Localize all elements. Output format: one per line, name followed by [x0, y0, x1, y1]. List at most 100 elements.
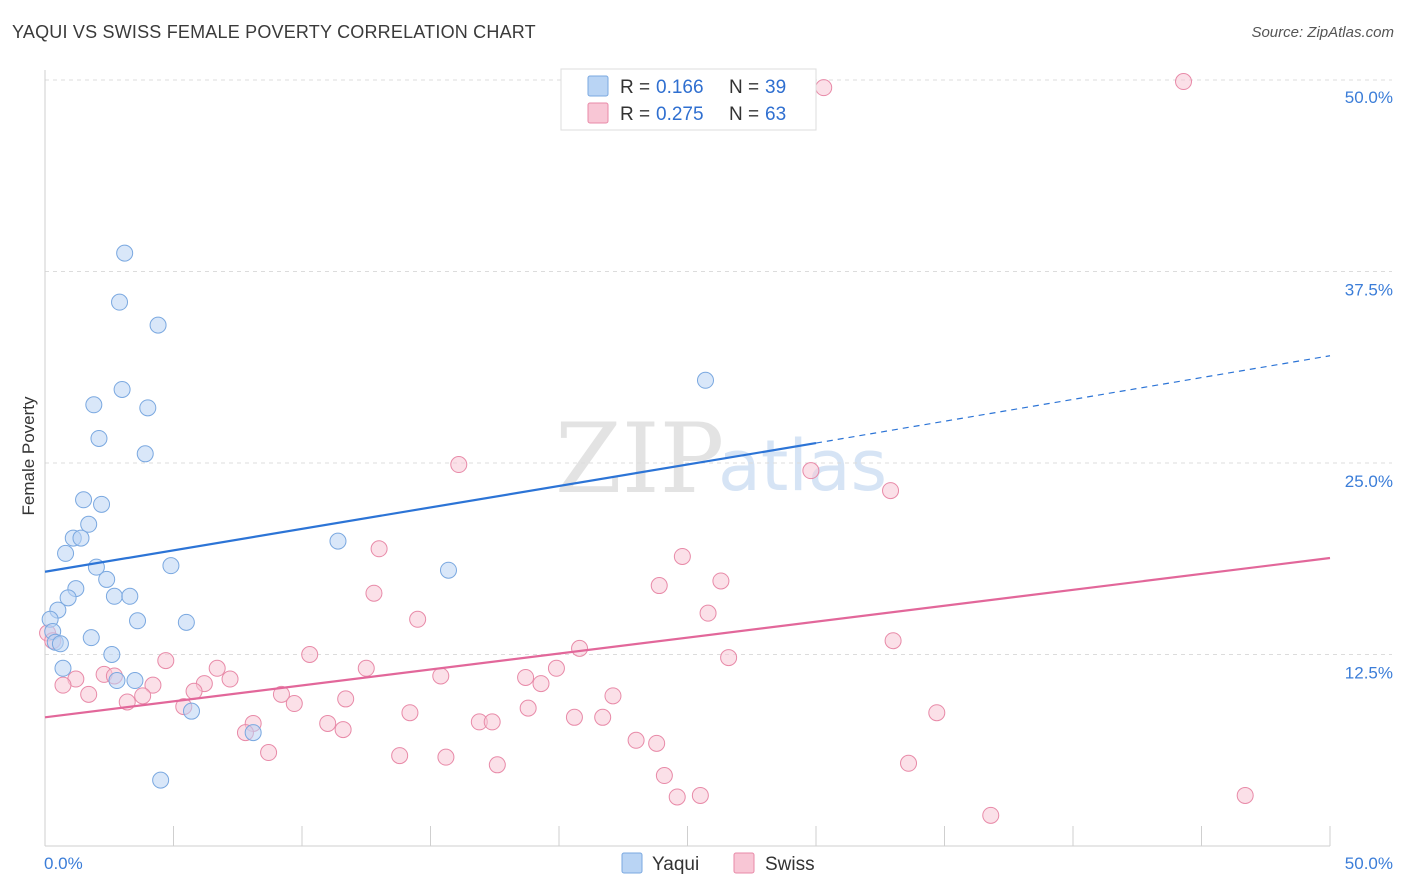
- yaqui-point: [126, 672, 144, 690]
- trend-lines: [44, 355, 1331, 719]
- x-ticks: [44, 826, 1331, 846]
- stats-legend: R = 0.166 N = 39 R = 0.275 N = 63: [560, 68, 817, 131]
- swiss-point: [483, 713, 501, 731]
- swiss-legend-label: Swiss: [765, 854, 815, 875]
- yaqui-point: [93, 495, 111, 513]
- swiss-point: [627, 731, 645, 749]
- yaqui-legend-swatch: [587, 75, 609, 97]
- yaqui-point: [85, 396, 103, 414]
- swiss-point: [285, 695, 303, 713]
- yaqui-r-label: R =: [620, 77, 650, 98]
- yaqui-point: [57, 544, 75, 562]
- yaqui-point: [82, 629, 100, 647]
- yaqui-point: [98, 570, 116, 588]
- swiss-point: [802, 462, 820, 480]
- swiss-point: [517, 668, 535, 686]
- swiss-point: [547, 659, 565, 677]
- yaqui-point: [182, 702, 200, 720]
- swiss-point: [488, 756, 506, 774]
- yaqui-point: [439, 561, 457, 579]
- swiss-point: [982, 806, 1000, 824]
- yaqui-point: [129, 612, 147, 630]
- yaqui-point: [51, 635, 69, 653]
- swiss-point: [134, 687, 152, 705]
- swiss-point: [437, 748, 455, 766]
- swiss-point: [691, 786, 709, 804]
- yaqui-point: [72, 529, 90, 547]
- swiss-point: [655, 767, 673, 785]
- swiss-point: [882, 482, 900, 500]
- swiss-point: [208, 659, 226, 677]
- swiss-point: [144, 676, 162, 694]
- swiss-point: [519, 699, 537, 717]
- swiss-series: [39, 73, 1254, 824]
- yaqui-point: [103, 646, 121, 663]
- swiss-point: [272, 685, 290, 703]
- yaqui-point: [113, 380, 131, 398]
- yaqui-point: [54, 659, 72, 677]
- swiss-point: [712, 572, 730, 590]
- yaqui-point: [111, 293, 129, 311]
- swiss-point: [157, 652, 175, 670]
- yaqui-point: [59, 589, 77, 607]
- swiss-point: [1236, 786, 1254, 804]
- swiss-point: [365, 584, 383, 602]
- swiss-point: [260, 744, 278, 762]
- swiss-point: [185, 682, 203, 700]
- swiss-legend-swatch: [587, 102, 609, 124]
- y-tick-label: 50.0%: [1345, 88, 1393, 107]
- yaqui-point: [177, 613, 195, 631]
- yaqui-point: [121, 587, 139, 605]
- swiss-point: [532, 675, 550, 693]
- swiss-point: [565, 708, 583, 726]
- yaqui-series: [41, 244, 714, 789]
- watermark-atlas: atlas: [718, 425, 887, 507]
- chart-title: YAQUI VS SWISS FEMALE POVERTY CORRELATIO…: [12, 22, 536, 42]
- swiss-point: [648, 734, 666, 752]
- swiss-bottom-swatch: [733, 852, 755, 874]
- y-axis-label: Female Poverty: [19, 396, 38, 516]
- series-legend: Yaqui Swiss: [621, 852, 815, 875]
- yaqui-point: [90, 429, 108, 447]
- x-tick-label-min: 0.0%: [44, 854, 83, 873]
- yaqui-point: [116, 244, 134, 262]
- yaqui-point: [152, 771, 170, 789]
- swiss-n-value: 63: [765, 104, 786, 125]
- y-tick-label: 37.5%: [1345, 281, 1393, 300]
- yaqui-point: [108, 672, 126, 690]
- yaqui-point: [80, 515, 98, 533]
- yaqui-legend-label: Yaqui: [652, 854, 699, 875]
- swiss-point: [401, 704, 419, 722]
- swiss-point: [1175, 73, 1193, 91]
- yaqui-point: [329, 532, 347, 550]
- swiss-point: [301, 646, 319, 663]
- y-tick-labels: 12.5% 25.0% 37.5% 50.0%: [1345, 88, 1393, 683]
- gridlines: [45, 79, 1392, 655]
- swiss-point: [221, 670, 239, 688]
- swiss-point: [571, 639, 589, 657]
- swiss-point: [391, 747, 409, 765]
- swiss-point: [594, 708, 612, 726]
- chart-source: Source: ZipAtlas.com: [1251, 24, 1394, 41]
- swiss-point: [900, 754, 918, 772]
- yaqui-bottom-swatch: [621, 852, 643, 874]
- swiss-point: [54, 676, 72, 694]
- swiss-r-label: R =: [620, 104, 650, 125]
- yaqui-point: [696, 371, 714, 389]
- yaqui-trend-extension: [815, 355, 1331, 444]
- swiss-point: [720, 649, 738, 667]
- watermark-zip: ZIP: [555, 403, 724, 515]
- yaqui-point: [162, 557, 180, 575]
- swiss-point: [650, 577, 668, 595]
- yaqui-point: [105, 587, 123, 605]
- watermark: ZIP atlas: [555, 403, 887, 515]
- yaqui-point: [75, 491, 93, 509]
- swiss-point: [319, 714, 337, 732]
- swiss-point: [337, 690, 355, 708]
- yaqui-r-value: 0.166: [656, 77, 704, 98]
- yaqui-n-value: 39: [765, 77, 786, 98]
- y-tick-label: 25.0%: [1345, 472, 1393, 491]
- swiss-point: [815, 79, 833, 97]
- y-tick-label: 12.5%: [1345, 664, 1393, 683]
